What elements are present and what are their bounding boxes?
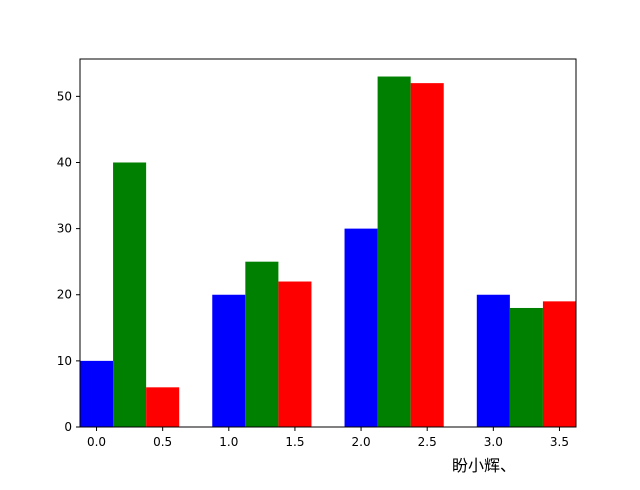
y-tick-label: 0: [64, 420, 72, 434]
x-tick-label: 1.5: [285, 435, 304, 449]
bars-group: [80, 76, 576, 428]
plot-frame: [79, 58, 577, 428]
y-tick-label: 40: [57, 155, 72, 169]
x-tick-label: 3.5: [550, 435, 569, 449]
x-tick-label: 0.0: [87, 435, 106, 449]
x-tick-label: 0.5: [153, 435, 172, 449]
bar-series2-3: [509, 307, 543, 427]
x-tick-label: 3.0: [484, 435, 503, 449]
y-axis: 0 10 20 30 40 50: [57, 89, 80, 434]
y-tick-label: 30: [57, 222, 72, 236]
y-tick-label: 50: [57, 89, 72, 103]
bar-series3-3: [542, 301, 576, 427]
x-axis: 0.0 0.5 1.0 1.5 2.0 2.5 3.0 3.5: [87, 427, 569, 449]
bar-series1-3: [476, 294, 510, 427]
bar-series2-1: [245, 261, 279, 427]
bar-series3-2: [410, 83, 444, 427]
x-tick-label: 2.0: [352, 435, 371, 449]
bar-series1-1: [212, 294, 246, 427]
x-tick-label: 2.5: [418, 435, 437, 449]
bar-series2-0: [113, 162, 147, 427]
bar-series2-2: [377, 76, 411, 428]
bar-series3-0: [146, 387, 180, 427]
x-tick-label: 1.0: [219, 435, 238, 449]
bar-series1-0: [80, 360, 114, 427]
bar-series3-1: [278, 281, 312, 427]
bar-series1-2: [344, 228, 378, 427]
y-tick-label: 10: [57, 354, 72, 368]
y-tick-label: 20: [57, 288, 72, 302]
watermark-text: 盼小辉、: [452, 456, 517, 475]
